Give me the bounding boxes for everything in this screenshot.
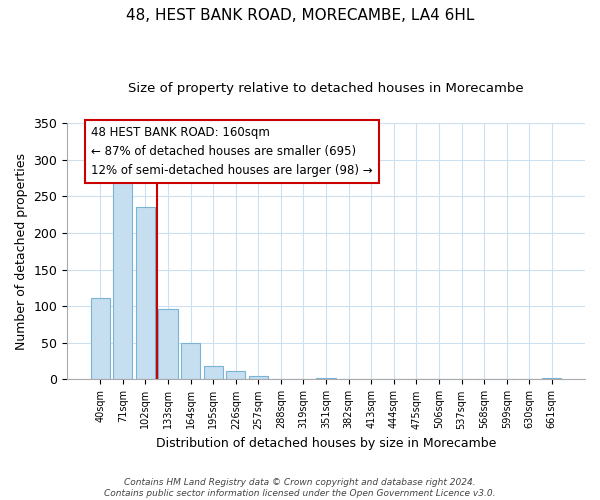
Bar: [542, 378, 562, 380]
Y-axis label: Number of detached properties: Number of detached properties: [15, 153, 28, 350]
Bar: [249, 376, 268, 380]
Bar: [203, 366, 223, 380]
X-axis label: Distribution of detached houses by size in Morecambe: Distribution of detached houses by size …: [156, 437, 496, 450]
Text: Contains HM Land Registry data © Crown copyright and database right 2024.
Contai: Contains HM Land Registry data © Crown c…: [104, 478, 496, 498]
Bar: [113, 175, 133, 380]
Text: 48 HEST BANK ROAD: 160sqm
← 87% of detached houses are smaller (695)
12% of semi: 48 HEST BANK ROAD: 160sqm ← 87% of detac…: [91, 126, 373, 177]
Bar: [316, 378, 335, 380]
Bar: [91, 298, 110, 380]
Bar: [181, 343, 200, 380]
Title: Size of property relative to detached houses in Morecambe: Size of property relative to detached ho…: [128, 82, 524, 96]
Bar: [226, 372, 245, 380]
Bar: [136, 208, 155, 380]
Text: 48, HEST BANK ROAD, MORECAMBE, LA4 6HL: 48, HEST BANK ROAD, MORECAMBE, LA4 6HL: [126, 8, 474, 22]
Bar: [158, 309, 178, 380]
